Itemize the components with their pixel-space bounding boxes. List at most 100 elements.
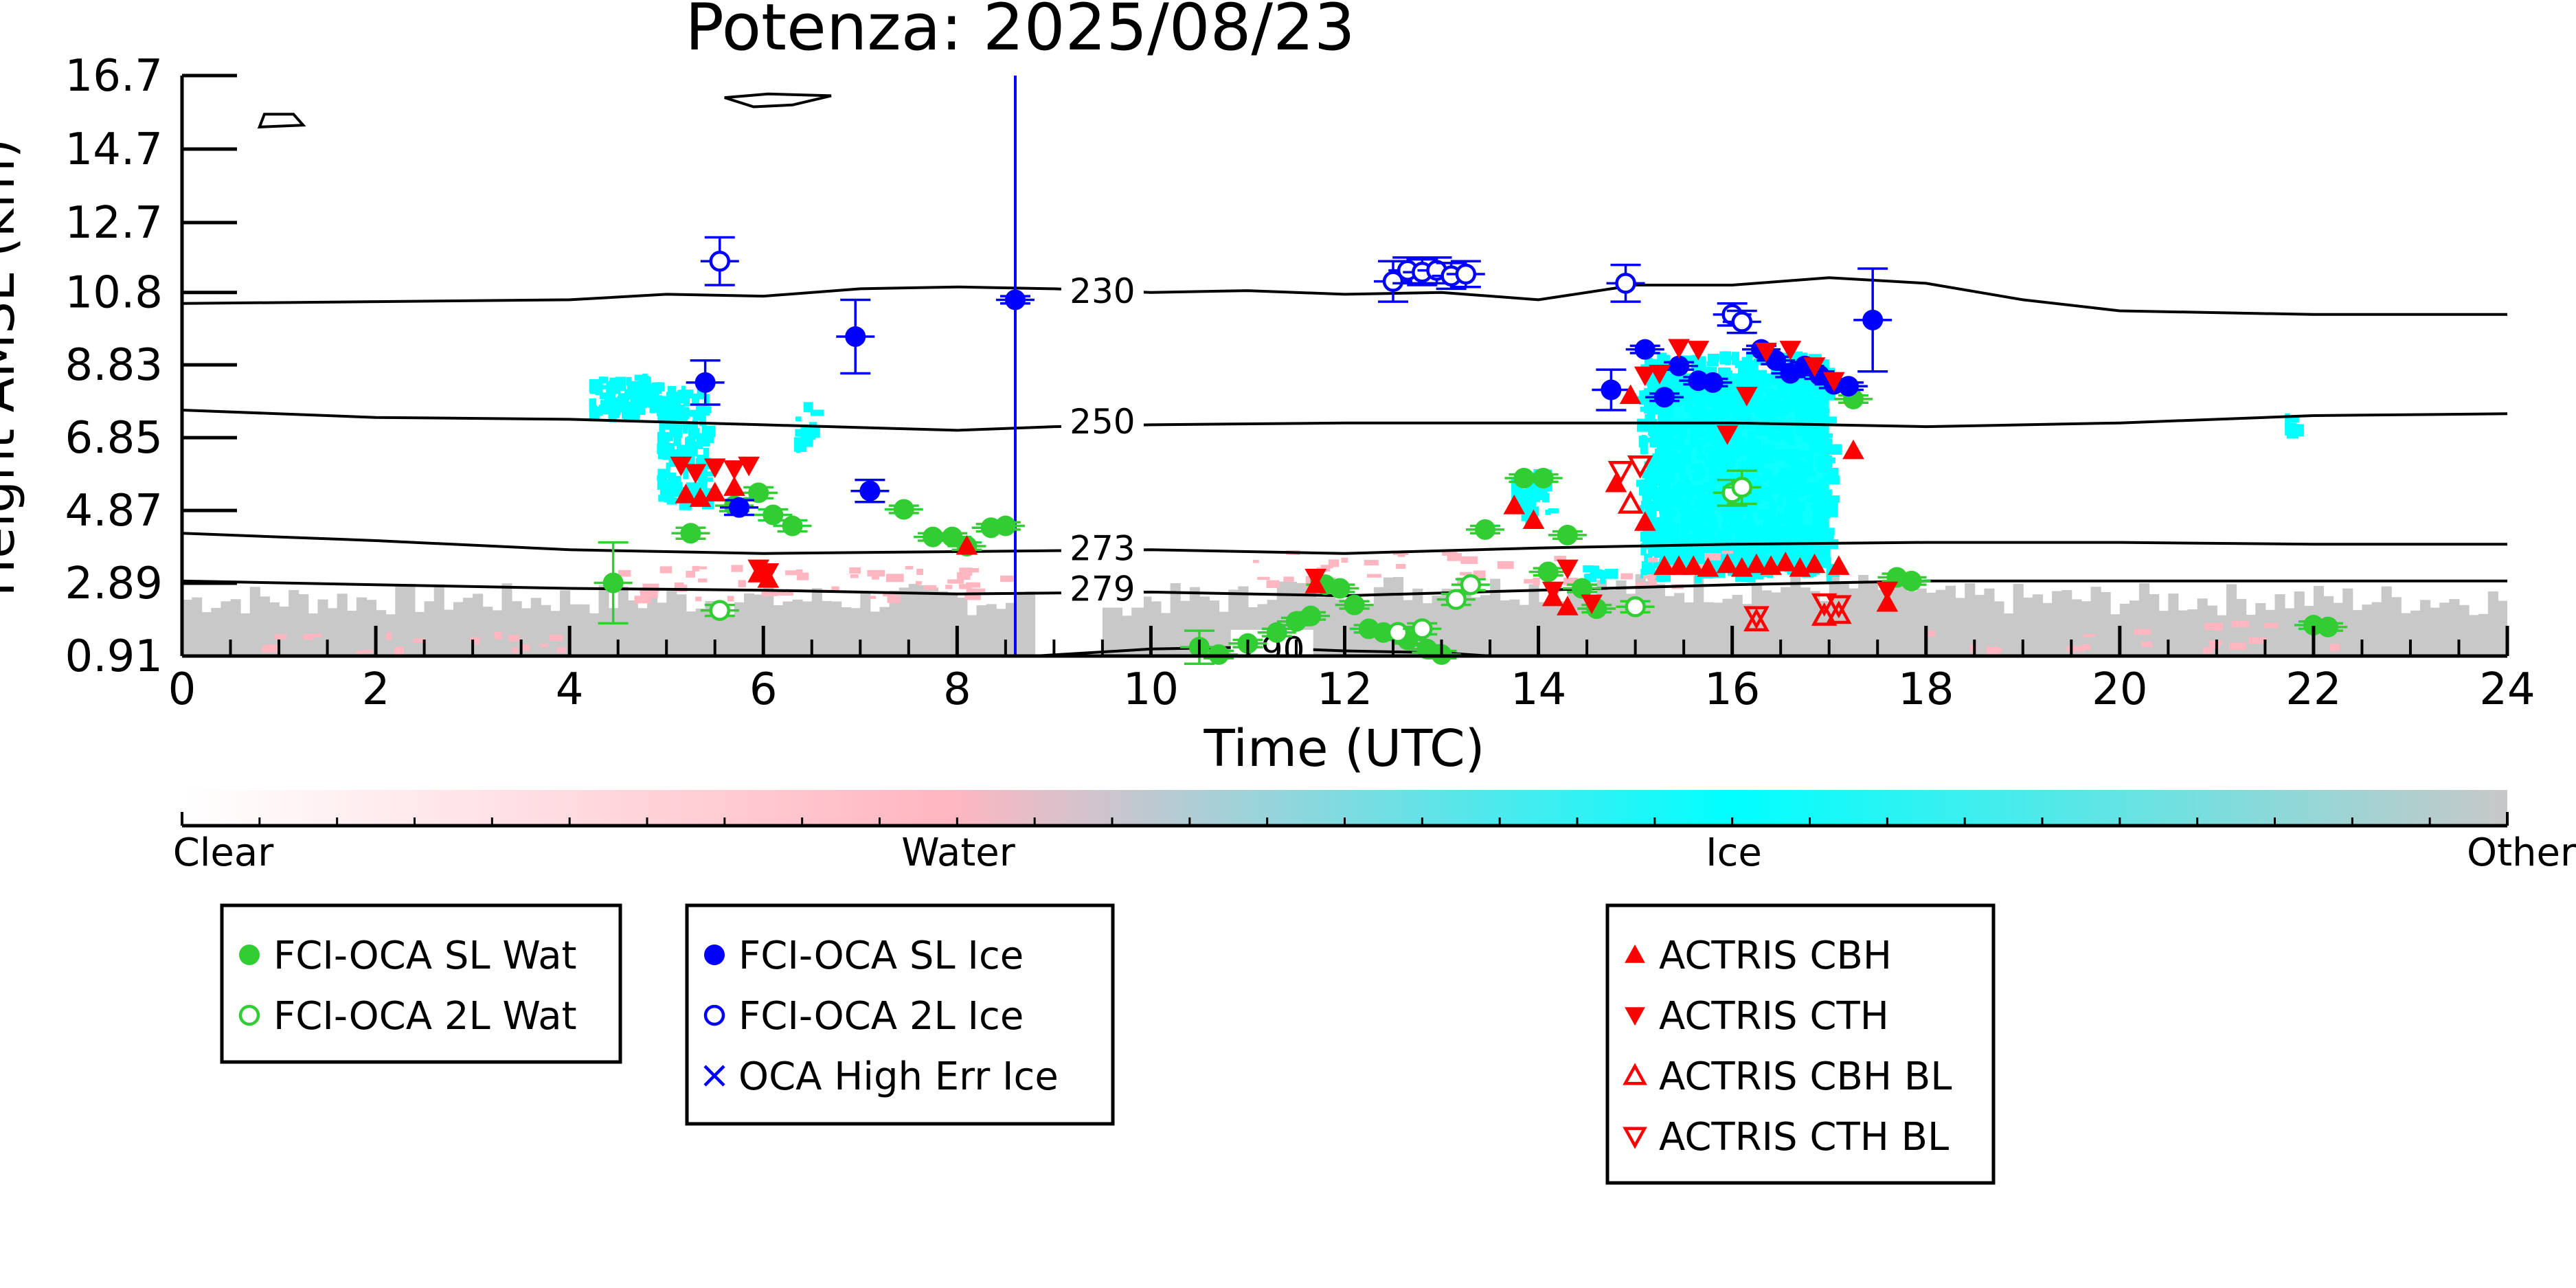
shading-other-column bbox=[2071, 599, 2082, 656]
shading-other-column bbox=[1005, 602, 1016, 656]
shading-ice-cell bbox=[703, 471, 716, 477]
x-tick-label: 8 bbox=[943, 664, 971, 715]
shading-other-column bbox=[637, 608, 648, 656]
shading-water-cell bbox=[1320, 565, 1333, 569]
data-point bbox=[1803, 357, 1826, 377]
isotherm-label-230: 230 bbox=[1070, 271, 1135, 311]
shading-ice-cell bbox=[673, 482, 683, 497]
data-point bbox=[1716, 425, 1739, 445]
x-tick-label: 14 bbox=[1511, 664, 1566, 715]
shading-water-cell bbox=[1704, 553, 1721, 561]
shading-ice-cell bbox=[1719, 351, 1732, 365]
shading-water-cell bbox=[795, 569, 803, 576]
series-actris-cbh bbox=[675, 384, 1899, 615]
shading-other-column bbox=[2381, 586, 2392, 656]
shading-other-column bbox=[1703, 602, 1714, 656]
data-point bbox=[1382, 271, 1404, 292]
shading-other-column bbox=[947, 594, 958, 656]
shading-water-cell bbox=[956, 572, 971, 580]
shading-ice-cell bbox=[667, 386, 677, 401]
shading-other-column bbox=[356, 597, 367, 656]
shading-other-column bbox=[831, 601, 842, 656]
chart-title: Potenza: 2025/08/23 bbox=[685, 0, 1355, 65]
shading-ice-cell bbox=[1697, 361, 1705, 374]
shading-water-cell bbox=[1497, 561, 1514, 569]
shading-other-column bbox=[2342, 588, 2353, 656]
shading-ice-cell bbox=[1641, 437, 1655, 443]
shading-other-column bbox=[433, 584, 444, 656]
isotherm-label-bg bbox=[1061, 528, 1144, 567]
data-point bbox=[1541, 581, 1564, 602]
x-tick-label: 24 bbox=[2479, 664, 2535, 715]
shading-ice-cell bbox=[1824, 359, 1829, 374]
shading-ice-cell bbox=[1583, 565, 1594, 573]
shading-other-column bbox=[1015, 593, 1026, 656]
shading-ice-cell bbox=[1644, 379, 1652, 385]
shading-ice-cell bbox=[1600, 572, 1605, 585]
data-point bbox=[1445, 589, 1467, 610]
data-point bbox=[1735, 387, 1758, 407]
shading-other-column bbox=[1781, 587, 1792, 656]
shading-ice-cell bbox=[1524, 489, 1533, 497]
shading-other-column bbox=[618, 587, 629, 656]
data-point bbox=[1455, 263, 1477, 285]
shading-water-cell bbox=[262, 646, 279, 653]
data-point bbox=[1634, 366, 1656, 387]
shading-other-column bbox=[1819, 600, 1830, 656]
shading-water-cell bbox=[1366, 574, 1382, 578]
shading-other-column bbox=[657, 602, 668, 656]
shading-other-column bbox=[2294, 591, 2305, 656]
shading-other-column bbox=[1722, 598, 1733, 656]
shading-other-column bbox=[976, 605, 987, 656]
shading-other-column bbox=[327, 608, 338, 656]
shading-ice-cell bbox=[1651, 464, 1662, 476]
shading-ice-cell bbox=[1729, 355, 1735, 361]
shading-water-cell bbox=[849, 567, 861, 574]
shading-ice-cell bbox=[648, 383, 659, 398]
shading-water-cell bbox=[2209, 642, 2220, 649]
shading-other-column bbox=[1751, 585, 1762, 656]
shading-ice-cell bbox=[660, 404, 666, 414]
shading-ice-cell bbox=[1641, 561, 1653, 574]
shading-water-cell bbox=[947, 579, 964, 584]
shading-other-column bbox=[899, 587, 909, 656]
shading-water-cell bbox=[1554, 556, 1566, 562]
shading-ice-cell bbox=[667, 484, 675, 500]
shading-other-column bbox=[1151, 601, 1162, 656]
shading-other-column bbox=[424, 601, 435, 656]
data-point bbox=[1475, 519, 1496, 540]
shading-other-column bbox=[1335, 599, 1346, 656]
shading-other-column bbox=[918, 585, 929, 656]
shading-ice-cell bbox=[640, 376, 651, 385]
isotherm-label-bg bbox=[1061, 569, 1144, 608]
shading-other-column bbox=[2013, 583, 2024, 656]
data-point bbox=[1649, 364, 1671, 385]
shading-ice-cell bbox=[701, 477, 714, 482]
shading-water-cell bbox=[971, 588, 986, 592]
shading-other-column bbox=[2139, 583, 2150, 656]
series-actris-cbh-bl bbox=[1617, 490, 1852, 631]
data-point bbox=[1731, 477, 1753, 498]
shading-water-cell bbox=[1533, 577, 1540, 586]
shading-other-column bbox=[1170, 583, 1181, 656]
shading-water-cell bbox=[634, 596, 652, 604]
shading-ice-cell bbox=[655, 400, 661, 414]
shading-ice-cell bbox=[1826, 569, 1832, 584]
data-point bbox=[703, 482, 726, 501]
legend-marker bbox=[1625, 944, 1645, 963]
shading-ice-cell bbox=[1545, 510, 1551, 515]
shading-water-cell bbox=[494, 631, 502, 640]
shading-ice-cell bbox=[1702, 370, 1709, 376]
shading-other-column bbox=[2265, 609, 2276, 656]
x-tick-label: 6 bbox=[749, 664, 778, 715]
shading-other-column bbox=[269, 602, 280, 656]
shading-water-cell bbox=[945, 585, 953, 589]
shading-other-column bbox=[1460, 593, 1471, 656]
shading-ice-cell bbox=[1829, 444, 1842, 455]
shading-other-column bbox=[850, 608, 861, 656]
shading-other-column bbox=[2003, 613, 2014, 656]
shading-other-column bbox=[317, 599, 328, 656]
shading-other-column bbox=[1616, 580, 1627, 656]
axes: 0 2 4 6 8 10 12 14 16 18 20 22 240.912.894.876.858.8… bbox=[65, 51, 2535, 715]
